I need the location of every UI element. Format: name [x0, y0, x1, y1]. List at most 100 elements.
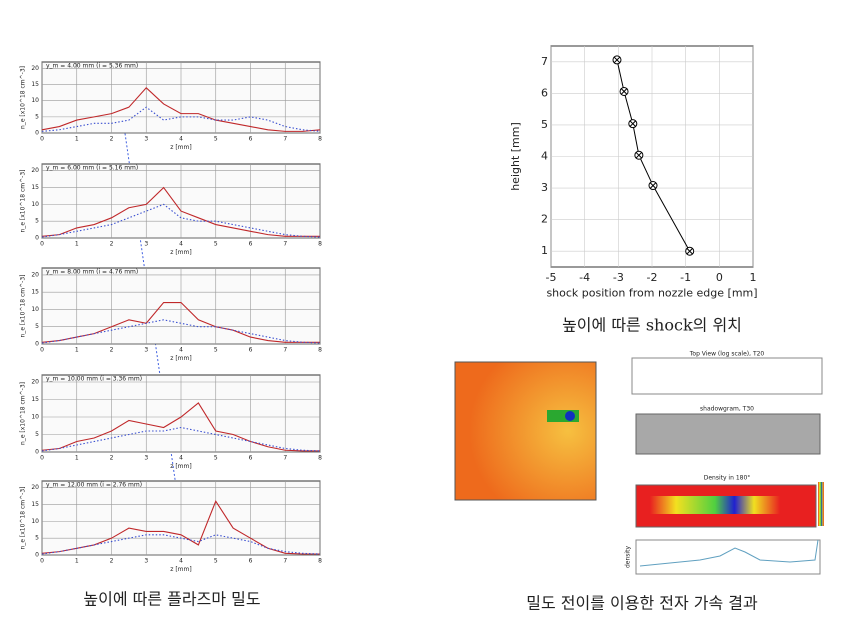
series-line	[41, 87, 321, 132]
panel-title: y_m = 6.00 mm (i = 5.16 mm)	[46, 165, 138, 172]
x-tick-label: 0	[40, 347, 44, 354]
x-tick-label: 3	[144, 347, 148, 354]
x-tick-label: -4	[579, 271, 590, 284]
y-tick-label: 15	[31, 184, 39, 191]
y-tick-label: 3	[541, 181, 548, 194]
y-tick-label: 20	[31, 167, 39, 174]
lineout	[639, 539, 819, 567]
x-tick-label: 5	[214, 558, 218, 565]
x-axis-label: z [mm]	[170, 249, 191, 256]
marker	[634, 150, 644, 160]
x-tick-label: 2	[110, 241, 114, 248]
panel-title: y_m = 8.00 mm (i = 4.76 mm)	[46, 269, 138, 276]
x-tick-label: 2	[110, 558, 114, 565]
x-tick-label: 5	[214, 455, 218, 462]
marker	[685, 246, 695, 256]
caption: 높이에 따른 플라즈마 밀도	[83, 590, 260, 609]
series-line	[41, 534, 321, 555]
y-tick-label: 15	[31, 289, 39, 296]
x-tick-label: 6	[249, 136, 253, 143]
series-line	[616, 59, 691, 252]
x-axis-label: z [mm]	[170, 144, 191, 151]
x-tick-label: 7	[283, 136, 287, 143]
x-axis-label: z [mm]	[170, 566, 191, 573]
y-tick-label: 5	[35, 323, 39, 330]
axis-label: density	[625, 546, 632, 568]
y-tick-label: 20	[31, 379, 39, 386]
x-tick-label: 0	[40, 136, 44, 143]
y-axis-label: n_e [x10^18 cm^-3]	[19, 275, 26, 338]
y-tick-label: 0	[35, 552, 39, 559]
series-line	[41, 499, 320, 555]
y-tick-label: 20	[31, 484, 39, 491]
x-tick-label: 4	[179, 455, 183, 462]
y-axis-label: n_e [x10^18 cm^-3]	[19, 170, 26, 233]
x-tick-label: 4	[179, 558, 183, 565]
x-tick-label: 6	[249, 558, 253, 565]
x-tick-label: 8	[318, 455, 322, 462]
panel-title: shadowgram, T30	[700, 406, 754, 413]
y-tick-label: 7	[541, 55, 548, 68]
x-tick-label: -1	[680, 271, 691, 284]
x-tick-label: 8	[318, 136, 322, 143]
x-tick-label: 1	[75, 558, 79, 565]
marker-cross	[613, 56, 621, 64]
marker	[628, 119, 638, 129]
series-line	[41, 426, 321, 452]
y-tick-label: 20	[31, 65, 39, 72]
y-tick-label: 5	[35, 113, 39, 120]
x-tick-label: 3	[144, 136, 148, 143]
y-tick-label: 5	[35, 218, 39, 225]
panel-title: y_m = 12.00 mm (i = 2.76 mm)	[46, 482, 142, 489]
panel-title: Density in 180°	[704, 475, 751, 482]
x-tick-label: 3	[144, 455, 148, 462]
x-axis-label: shock position from nozzle edge [mm]	[546, 286, 757, 299]
y-tick-label: 0	[35, 130, 39, 137]
x-tick-label: 2	[110, 455, 114, 462]
y-tick-label: 0	[35, 341, 39, 348]
y-tick-label: 5	[541, 118, 548, 131]
x-tick-label: 7	[283, 558, 287, 565]
x-tick-label: 5	[214, 136, 218, 143]
y-tick-label: 2	[541, 213, 548, 226]
y-axis-label: n_e [x10^18 cm^-3]	[19, 66, 26, 129]
x-tick-label: 0	[716, 271, 723, 284]
caption: 밀도 전이를 이용한 전자 가속 결과	[526, 594, 758, 613]
y-tick-label: 0	[35, 235, 39, 242]
lineout-plot	[635, 539, 821, 575]
x-tick-label: 3	[144, 558, 148, 565]
series-line	[41, 301, 320, 343]
y-tick-label: 10	[31, 97, 39, 104]
y-tick-label: 10	[31, 201, 39, 208]
x-tick-label: 7	[283, 241, 287, 248]
x-tick-label: 1	[75, 347, 79, 354]
marker	[619, 86, 629, 96]
panel-title: y_m = 10.00 mm (i = 3.36 mm)	[46, 376, 142, 383]
colorbar	[818, 482, 824, 526]
x-tick-label: 0	[40, 241, 44, 248]
y-axis-label: height [mm]	[509, 122, 522, 191]
series-line	[41, 106, 321, 132]
y-tick-label: 6	[541, 86, 548, 99]
y-tick-label: 4	[541, 150, 548, 163]
y-tick-label: 15	[31, 501, 39, 508]
y-tick-label: 15	[31, 81, 39, 88]
caption: 높이에 따른 shock의 위치	[562, 316, 742, 335]
x-tick-label: 1	[75, 241, 79, 248]
x-tick-label: 7	[283, 347, 287, 354]
x-tick-label: 1	[750, 271, 757, 284]
series-line	[41, 319, 321, 344]
x-tick-label: 6	[249, 241, 253, 248]
x-tick-label: 0	[40, 455, 44, 462]
series-line	[41, 203, 321, 238]
x-tick-label: 7	[283, 455, 287, 462]
x-tick-label: 2	[110, 136, 114, 143]
marker-cross	[620, 88, 628, 95]
x-tick-label: 5	[214, 347, 218, 354]
top-view-plot	[631, 357, 823, 395]
x-tick-label: 8	[318, 241, 322, 248]
top-image	[454, 361, 597, 501]
x-tick-label: 0	[40, 558, 44, 565]
x-tick-label: -5	[546, 271, 557, 284]
x-tick-label: 6	[249, 455, 253, 462]
